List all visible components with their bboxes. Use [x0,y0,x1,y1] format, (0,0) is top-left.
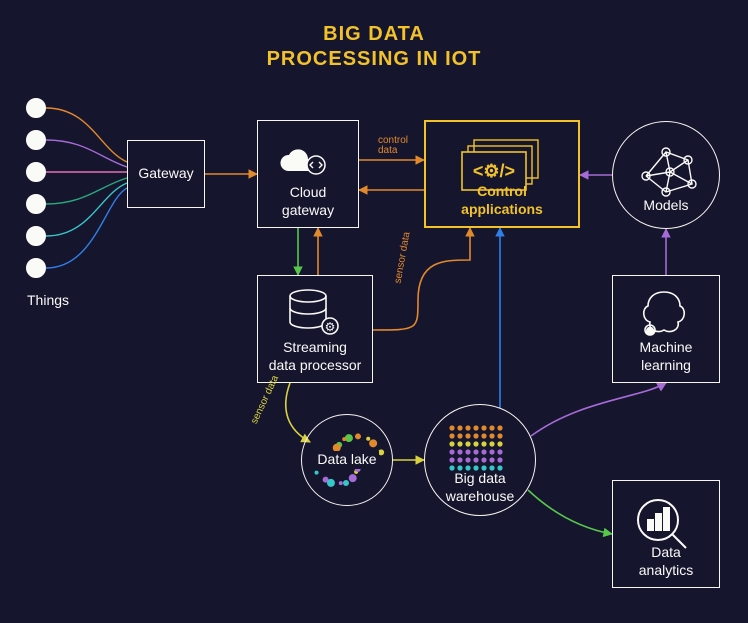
edge-label-control-data: control data [378,136,408,156]
ml-l2: learning [641,357,691,375]
edge-label-sensor-data-1: sensor data [393,231,413,284]
thing-dot [26,98,46,118]
node-control-applications: Control applications [424,120,580,228]
bigdata-l1: Big data [454,470,505,488]
stream-l1: Streaming [283,339,347,357]
node-streaming: Streaming data processor [257,275,373,383]
node-models: Models [612,121,720,229]
node-analytics: Data analytics [612,480,720,588]
stream-l2: data processor [269,357,362,375]
title-line2: PROCESSING IN IOT [267,48,482,70]
control-l1: Control [477,183,527,201]
node-data-lake: Data lake [301,414,393,506]
analytics-l2: analytics [639,562,693,580]
thing-dot [26,258,46,278]
node-cloud-gateway: Cloud gateway [257,120,359,228]
control-l2: applications [461,201,543,219]
thing-dot [26,194,46,214]
diagram-title: BIG DATA PROCESSING IN IOT [0,22,748,72]
models-label: Models [643,197,688,215]
title-line1: BIG DATA [323,23,425,45]
node-gateway: Gateway [127,140,205,208]
thing-dot [26,130,46,150]
bigdata-l2: warehouse [446,488,515,506]
datalake-label: Data lake [315,451,378,469]
thing-dot [26,162,46,182]
cloud-l2: gateway [282,202,334,220]
thing-dot [26,226,46,246]
cloud-l1: Cloud [290,184,327,202]
ml-l1: Machine [640,339,693,357]
node-big-data-warehouse: Big data warehouse [424,404,536,516]
analytics-l1: Data [651,544,681,562]
things-label: Things [27,292,69,308]
gateway-label: Gateway [138,165,193,183]
node-ml: Machine learning [612,275,720,383]
